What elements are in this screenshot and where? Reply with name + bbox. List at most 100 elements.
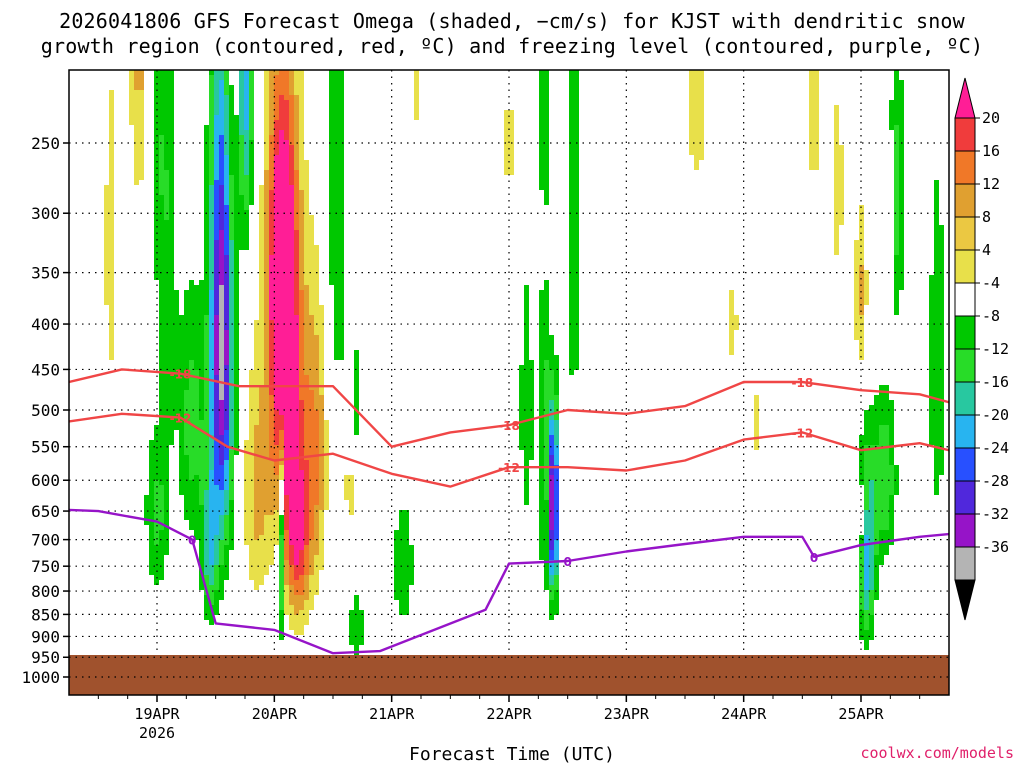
- omega-cell: [189, 360, 194, 480]
- omega-cell: [204, 575, 209, 595]
- omega-cell: [229, 85, 234, 175]
- omega-cell: [289, 185, 294, 545]
- omega-cell: [134, 70, 139, 90]
- omega-cell: [244, 440, 249, 545]
- omega-cell: [414, 70, 419, 120]
- omega-cell: [219, 490, 224, 515]
- time-axis: 19APR 20APR 21APR 22APR 23APR 24APR 25APR 2026: [97, 695, 921, 742]
- omega-cell: [309, 315, 314, 390]
- omega-cell: [279, 415, 284, 430]
- time-tick-label: 22APR: [486, 705, 532, 723]
- omega-cell: [244, 70, 249, 130]
- omega-cell: [864, 535, 869, 590]
- omega-cell: [699, 70, 704, 160]
- contour-label: 0: [563, 555, 571, 569]
- omega-cell: [274, 75, 279, 120]
- omega-cell: [554, 355, 559, 395]
- omega-cell: [309, 540, 314, 575]
- year-label: 2026: [139, 724, 175, 742]
- colorbar-swatch: [954, 348, 976, 383]
- omega-cell: [314, 555, 319, 595]
- omega-cell: [209, 585, 214, 605]
- omega-cell: [864, 410, 869, 445]
- omega-cell: [264, 70, 269, 170]
- omega-cell: [299, 550, 304, 575]
- omega-cell: [289, 565, 294, 585]
- omega-cell: [214, 240, 219, 315]
- omega-cell: [214, 440, 219, 485]
- omega-cell: [209, 565, 214, 585]
- omega-cell: [934, 180, 939, 495]
- omega-cell: [224, 95, 229, 155]
- omega-cell: [889, 100, 894, 130]
- pressure-tick-label: 450: [31, 360, 60, 379]
- omega-cell: [239, 195, 244, 250]
- omega-cell: [504, 110, 509, 175]
- omega-cell: [159, 530, 164, 580]
- omega-cell: [889, 465, 894, 495]
- omega-cell: [554, 560, 559, 575]
- omega-cell: [219, 135, 224, 185]
- omega-cell: [264, 515, 269, 575]
- omega-cell: [539, 290, 544, 560]
- omega-cell: [224, 515, 229, 545]
- omega-cell: [264, 170, 269, 515]
- omega-cell: [289, 585, 294, 605]
- omega-cell: [299, 610, 304, 635]
- contour-label: -18: [170, 368, 192, 382]
- contour-label: 0: [810, 551, 818, 565]
- omega-cell: [279, 130, 284, 415]
- omega-cell: [269, 135, 274, 190]
- omega-cell: [274, 155, 279, 410]
- omega-cell: [404, 510, 409, 615]
- omega-cell: [939, 225, 944, 475]
- omega-cell: [884, 425, 889, 530]
- omega-cell: [199, 505, 204, 590]
- omega-cell: [299, 595, 304, 610]
- omega-cell: [289, 605, 294, 630]
- omega-cell: [304, 285, 309, 375]
- omega-cell: [554, 420, 559, 445]
- omega-cell: [279, 515, 284, 535]
- omega-cell: [299, 290, 304, 400]
- omega-cell: [134, 90, 139, 185]
- contour-label: 0: [188, 534, 196, 548]
- omega-cell: [899, 80, 904, 290]
- omega-cell: [269, 190, 274, 255]
- omega-cell: [289, 545, 294, 565]
- omega-cell: [889, 400, 894, 465]
- omega-cell: [294, 565, 299, 580]
- omega-cell: [549, 435, 554, 455]
- omega-cell: [349, 610, 354, 645]
- omega-cell: [194, 475, 199, 540]
- omega-cell: [274, 410, 279, 445]
- omega-cell: [294, 70, 299, 95]
- omega-cell: [284, 585, 289, 615]
- omega-cell: [324, 420, 329, 510]
- omega-cell: [274, 70, 279, 75]
- colorbar-swatch: [954, 183, 976, 218]
- omega-cell: [199, 280, 204, 420]
- omega-cell: [224, 365, 229, 430]
- omega-cell: [689, 70, 694, 155]
- omega-cell: [209, 290, 214, 435]
- omega-cell: [204, 595, 209, 620]
- omega-cell: [269, 70, 274, 135]
- omega-cell: [249, 70, 254, 140]
- omega-cell: [204, 125, 209, 315]
- colorbar-top-arrow: [954, 77, 976, 119]
- omega-cell: [814, 70, 819, 170]
- omega-cell: [154, 425, 159, 480]
- omega-cell: [304, 545, 309, 575]
- omega-cell: [249, 140, 254, 205]
- omega-cell: [334, 70, 339, 360]
- time-tick-label: 20APR: [252, 705, 298, 723]
- omega-cell: [194, 285, 199, 370]
- omega-cell: [239, 135, 244, 195]
- omega-cell: [104, 185, 109, 305]
- colorbar-label: -16: [982, 373, 1009, 391]
- omega-cell: [219, 515, 224, 540]
- omega-cell: [269, 255, 274, 320]
- source-credit[interactable]: coolwx.com/models: [860, 744, 1014, 762]
- omega-cell: [519, 365, 524, 450]
